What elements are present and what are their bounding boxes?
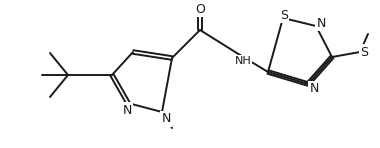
- Text: N: N: [316, 16, 326, 29]
- Text: NH: NH: [234, 56, 252, 66]
- Text: S: S: [280, 8, 288, 21]
- Text: N: N: [162, 112, 171, 126]
- Text: N: N: [122, 103, 132, 116]
- Text: O: O: [195, 3, 205, 16]
- Text: S: S: [360, 45, 368, 58]
- Text: N: N: [309, 82, 319, 95]
